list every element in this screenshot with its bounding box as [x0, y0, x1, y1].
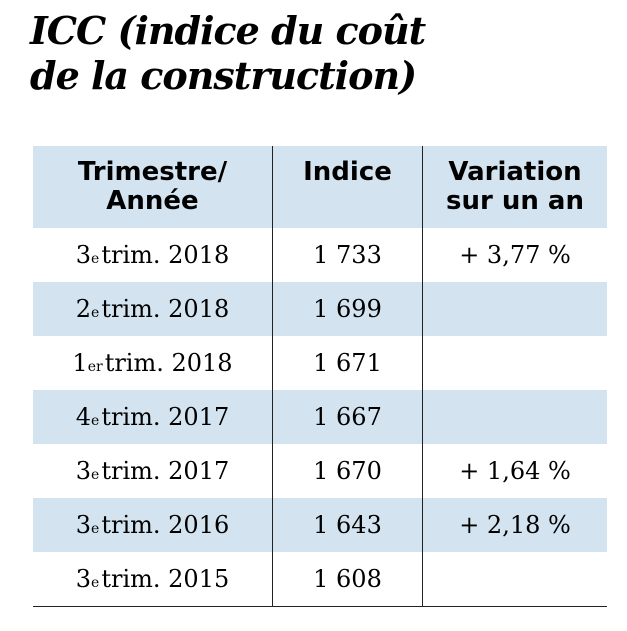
cell-indice: 1 671	[272, 336, 422, 390]
header-variation: Variation sur un an	[422, 146, 607, 228]
cell-indice: 1 643	[272, 498, 422, 552]
title-line-1: ICC (indice du coût	[30, 8, 426, 53]
cell-variation	[422, 336, 607, 390]
cell-indice: 1 670	[272, 444, 422, 498]
header-variation-line-2: sur un an	[446, 186, 584, 216]
cell-variation: + 3,77 %	[422, 228, 607, 282]
cell-trimestre: 1 er trim. 2018	[72, 349, 233, 377]
header-variation-line-1: Variation	[448, 157, 582, 187]
title-line-2: de la construction)	[30, 53, 417, 98]
cell-variation: + 2,18 %	[422, 498, 607, 552]
icc-table: Trimestre/ Année Indice Variation sur un…	[33, 146, 607, 606]
header-trimestre: Trimestre/ Année	[33, 146, 272, 228]
page-title: ICC (indice du coût de la construction)	[30, 8, 620, 98]
table-bottom-rule	[33, 606, 607, 607]
header-indice-line-1: Indice	[303, 157, 392, 187]
header-indice: Indice	[272, 146, 422, 228]
table-row: 1 er trim. 2018 1 671	[33, 336, 607, 390]
cell-indice: 1 667	[272, 390, 422, 444]
cell-variation: + 1,64 %	[422, 444, 607, 498]
cell-indice: 1 608	[272, 552, 422, 606]
cell-indice: 1 733	[272, 228, 422, 282]
cell-variation	[422, 552, 607, 606]
table-header-row: Trimestre/ Année Indice Variation sur un…	[33, 146, 607, 228]
header-trimestre-line-2: Année	[106, 186, 199, 216]
cell-variation	[422, 390, 607, 444]
header-trimestre-line-1: Trimestre/	[77, 157, 228, 187]
cell-variation	[422, 282, 607, 336]
cell-indice: 1 699	[272, 282, 422, 336]
